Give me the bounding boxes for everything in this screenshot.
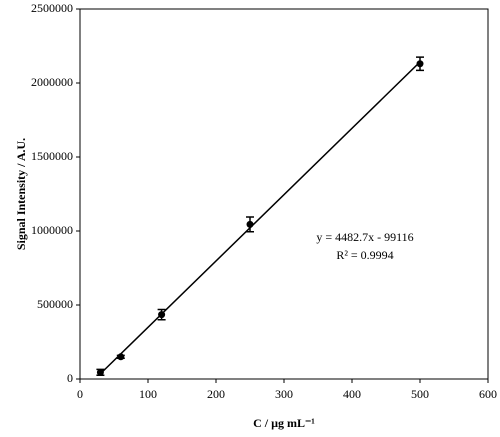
y-axis-title: Signal Intensity / A.U. <box>14 138 28 250</box>
r-squared: R² = 0.9994 <box>336 248 393 262</box>
y-tick-label: 0 <box>67 371 73 385</box>
y-tick-label: 2000000 <box>31 75 73 89</box>
x-tick-label: 400 <box>343 387 361 401</box>
data-point <box>117 353 125 361</box>
data-point <box>158 311 166 319</box>
x-tick-label: 200 <box>207 387 225 401</box>
x-tick-label: 300 <box>275 387 293 401</box>
y-tick-label: 1000000 <box>31 223 73 237</box>
x-tick-label: 600 <box>479 387 497 401</box>
x-tick-label: 100 <box>139 387 157 401</box>
fit-line <box>99 61 421 375</box>
y-tick-label: 500000 <box>37 297 73 311</box>
data-point <box>96 368 104 376</box>
x-tick-label: 500 <box>411 387 429 401</box>
y-tick-label: 2500000 <box>31 1 73 15</box>
x-tick-label: 0 <box>77 387 83 401</box>
y-tick-label: 1500000 <box>31 149 73 163</box>
data-point <box>246 220 254 228</box>
x-axis-title: C / µg mL⁻¹ <box>253 416 315 430</box>
equation: y = 4482.7x - 99116 <box>316 230 413 244</box>
data-point <box>416 60 424 68</box>
